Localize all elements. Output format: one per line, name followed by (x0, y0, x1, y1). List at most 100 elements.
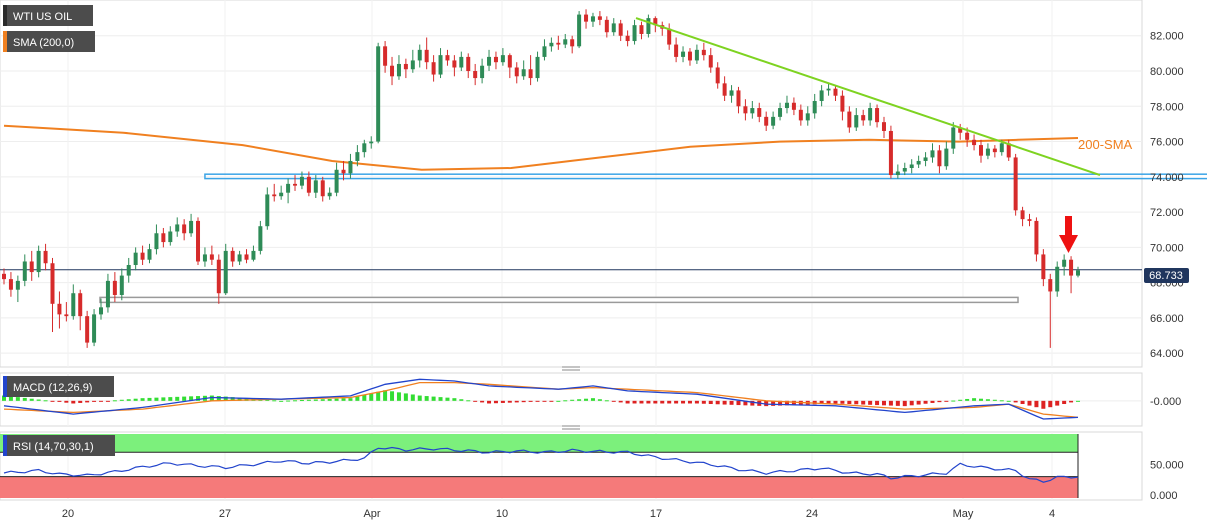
candle-body (611, 23, 616, 33)
candle-body (646, 18, 651, 34)
macd-histogram-bar (577, 399, 582, 401)
candle (1062, 254, 1067, 276)
candle-body (577, 14, 582, 47)
candle-body (514, 67, 519, 77)
x-tick-label: 17 (650, 508, 662, 520)
macd-histogram-bar (965, 398, 970, 401)
macd-histogram-bar (286, 400, 291, 402)
candle (958, 123, 963, 140)
candle (43, 243, 48, 271)
candle-body (784, 102, 789, 109)
macd-histogram-bar (881, 400, 886, 406)
candle (701, 42, 706, 61)
candle-body (466, 56, 471, 72)
macd-histogram-bar (549, 400, 554, 402)
candle-body (999, 143, 1004, 153)
candle (840, 90, 845, 121)
macd-histogram-bar (216, 396, 221, 401)
candle (71, 284, 76, 320)
macd-histogram-bar (320, 399, 325, 401)
candle-body (473, 71, 478, 79)
candle (57, 291, 62, 329)
candle-body (189, 220, 194, 234)
macd-histogram-bar (2, 395, 6, 401)
candle (764, 111, 769, 131)
macd-histogram-bar (944, 400, 949, 402)
panel-resize-handle[interactable] (562, 366, 580, 371)
macd-histogram-bar (1020, 400, 1025, 405)
candle (140, 245, 145, 266)
macd-histogram-bar (500, 400, 505, 403)
candle (459, 51, 464, 72)
candle-body (1027, 219, 1032, 221)
candle-body (1069, 259, 1074, 276)
price-tick-label: 80.000 (1150, 66, 1184, 78)
macd-histogram-bar (611, 400, 616, 402)
macd-histogram-bar (507, 400, 512, 403)
panel-resize-handle[interactable] (562, 425, 580, 430)
candle (424, 37, 429, 70)
macd-histogram-bar (584, 398, 589, 401)
candle (189, 213, 194, 237)
macd-histogram-bar (105, 400, 110, 402)
candle (258, 220, 263, 255)
support-zones (99, 173, 1207, 304)
macd-histogram-bar (480, 400, 485, 403)
macd-histogram-bar (618, 400, 623, 403)
candle (916, 155, 921, 169)
candle-body (105, 280, 110, 308)
macd-histogram-bar (978, 398, 983, 401)
candle (466, 53, 471, 79)
macd-histogram-bar (743, 400, 748, 406)
candle-body (535, 56, 540, 79)
candle-body (833, 88, 838, 96)
macd-histogram-bar (493, 400, 498, 404)
candle-body (196, 220, 201, 262)
support-line[interactable] (99, 296, 1019, 304)
candle-body (1041, 254, 1046, 280)
candle-body (431, 62, 436, 75)
candle (743, 99, 748, 121)
resistance-zone[interactable] (204, 173, 1207, 180)
candle (237, 250, 242, 266)
candle-body (306, 176, 311, 193)
candle-body (923, 157, 928, 161)
candle (168, 226, 173, 246)
macd-histogram-bar (875, 400, 880, 406)
candle (590, 12, 595, 27)
candle-body (972, 139, 977, 146)
macd-histogram-bar (376, 391, 381, 401)
candle (22, 254, 27, 287)
candle (133, 247, 138, 271)
candle-body (965, 132, 970, 140)
symbol-tag[interactable]: WTI US OIL (3, 5, 93, 26)
candle (951, 122, 956, 154)
sma-annotation: 200-SMA (1078, 137, 1133, 152)
macd-histogram-bar (452, 398, 457, 401)
macd-histogram-bar (410, 394, 415, 401)
descending-trendline[interactable] (635, 17, 1101, 177)
candle (147, 243, 152, 264)
rsi-tag[interactable]: RSI (14,70,30,1) (3, 435, 115, 456)
candle-body (348, 160, 353, 174)
macd-histogram-bar (57, 400, 62, 402)
symbol-title: WTI US OIL (13, 11, 72, 23)
candle (875, 104, 880, 128)
candle (341, 160, 346, 181)
candle-body (985, 148, 990, 156)
candle (909, 159, 914, 174)
sma-tag[interactable]: SMA (200,0) (3, 31, 95, 52)
macd-histogram-bar (923, 400, 928, 404)
candle (182, 219, 187, 241)
candle-body (36, 250, 41, 273)
x-tick-label: 20 (62, 508, 74, 520)
candle (216, 254, 221, 304)
macd-histogram-bar (646, 400, 651, 404)
candle-body (29, 261, 34, 273)
candle-body (556, 42, 561, 45)
candle (15, 275, 20, 303)
macd-tag[interactable]: MACD (12,26,9) (3, 376, 114, 397)
candle-body (223, 250, 228, 294)
price-panel[interactable] (0, 0, 1143, 368)
